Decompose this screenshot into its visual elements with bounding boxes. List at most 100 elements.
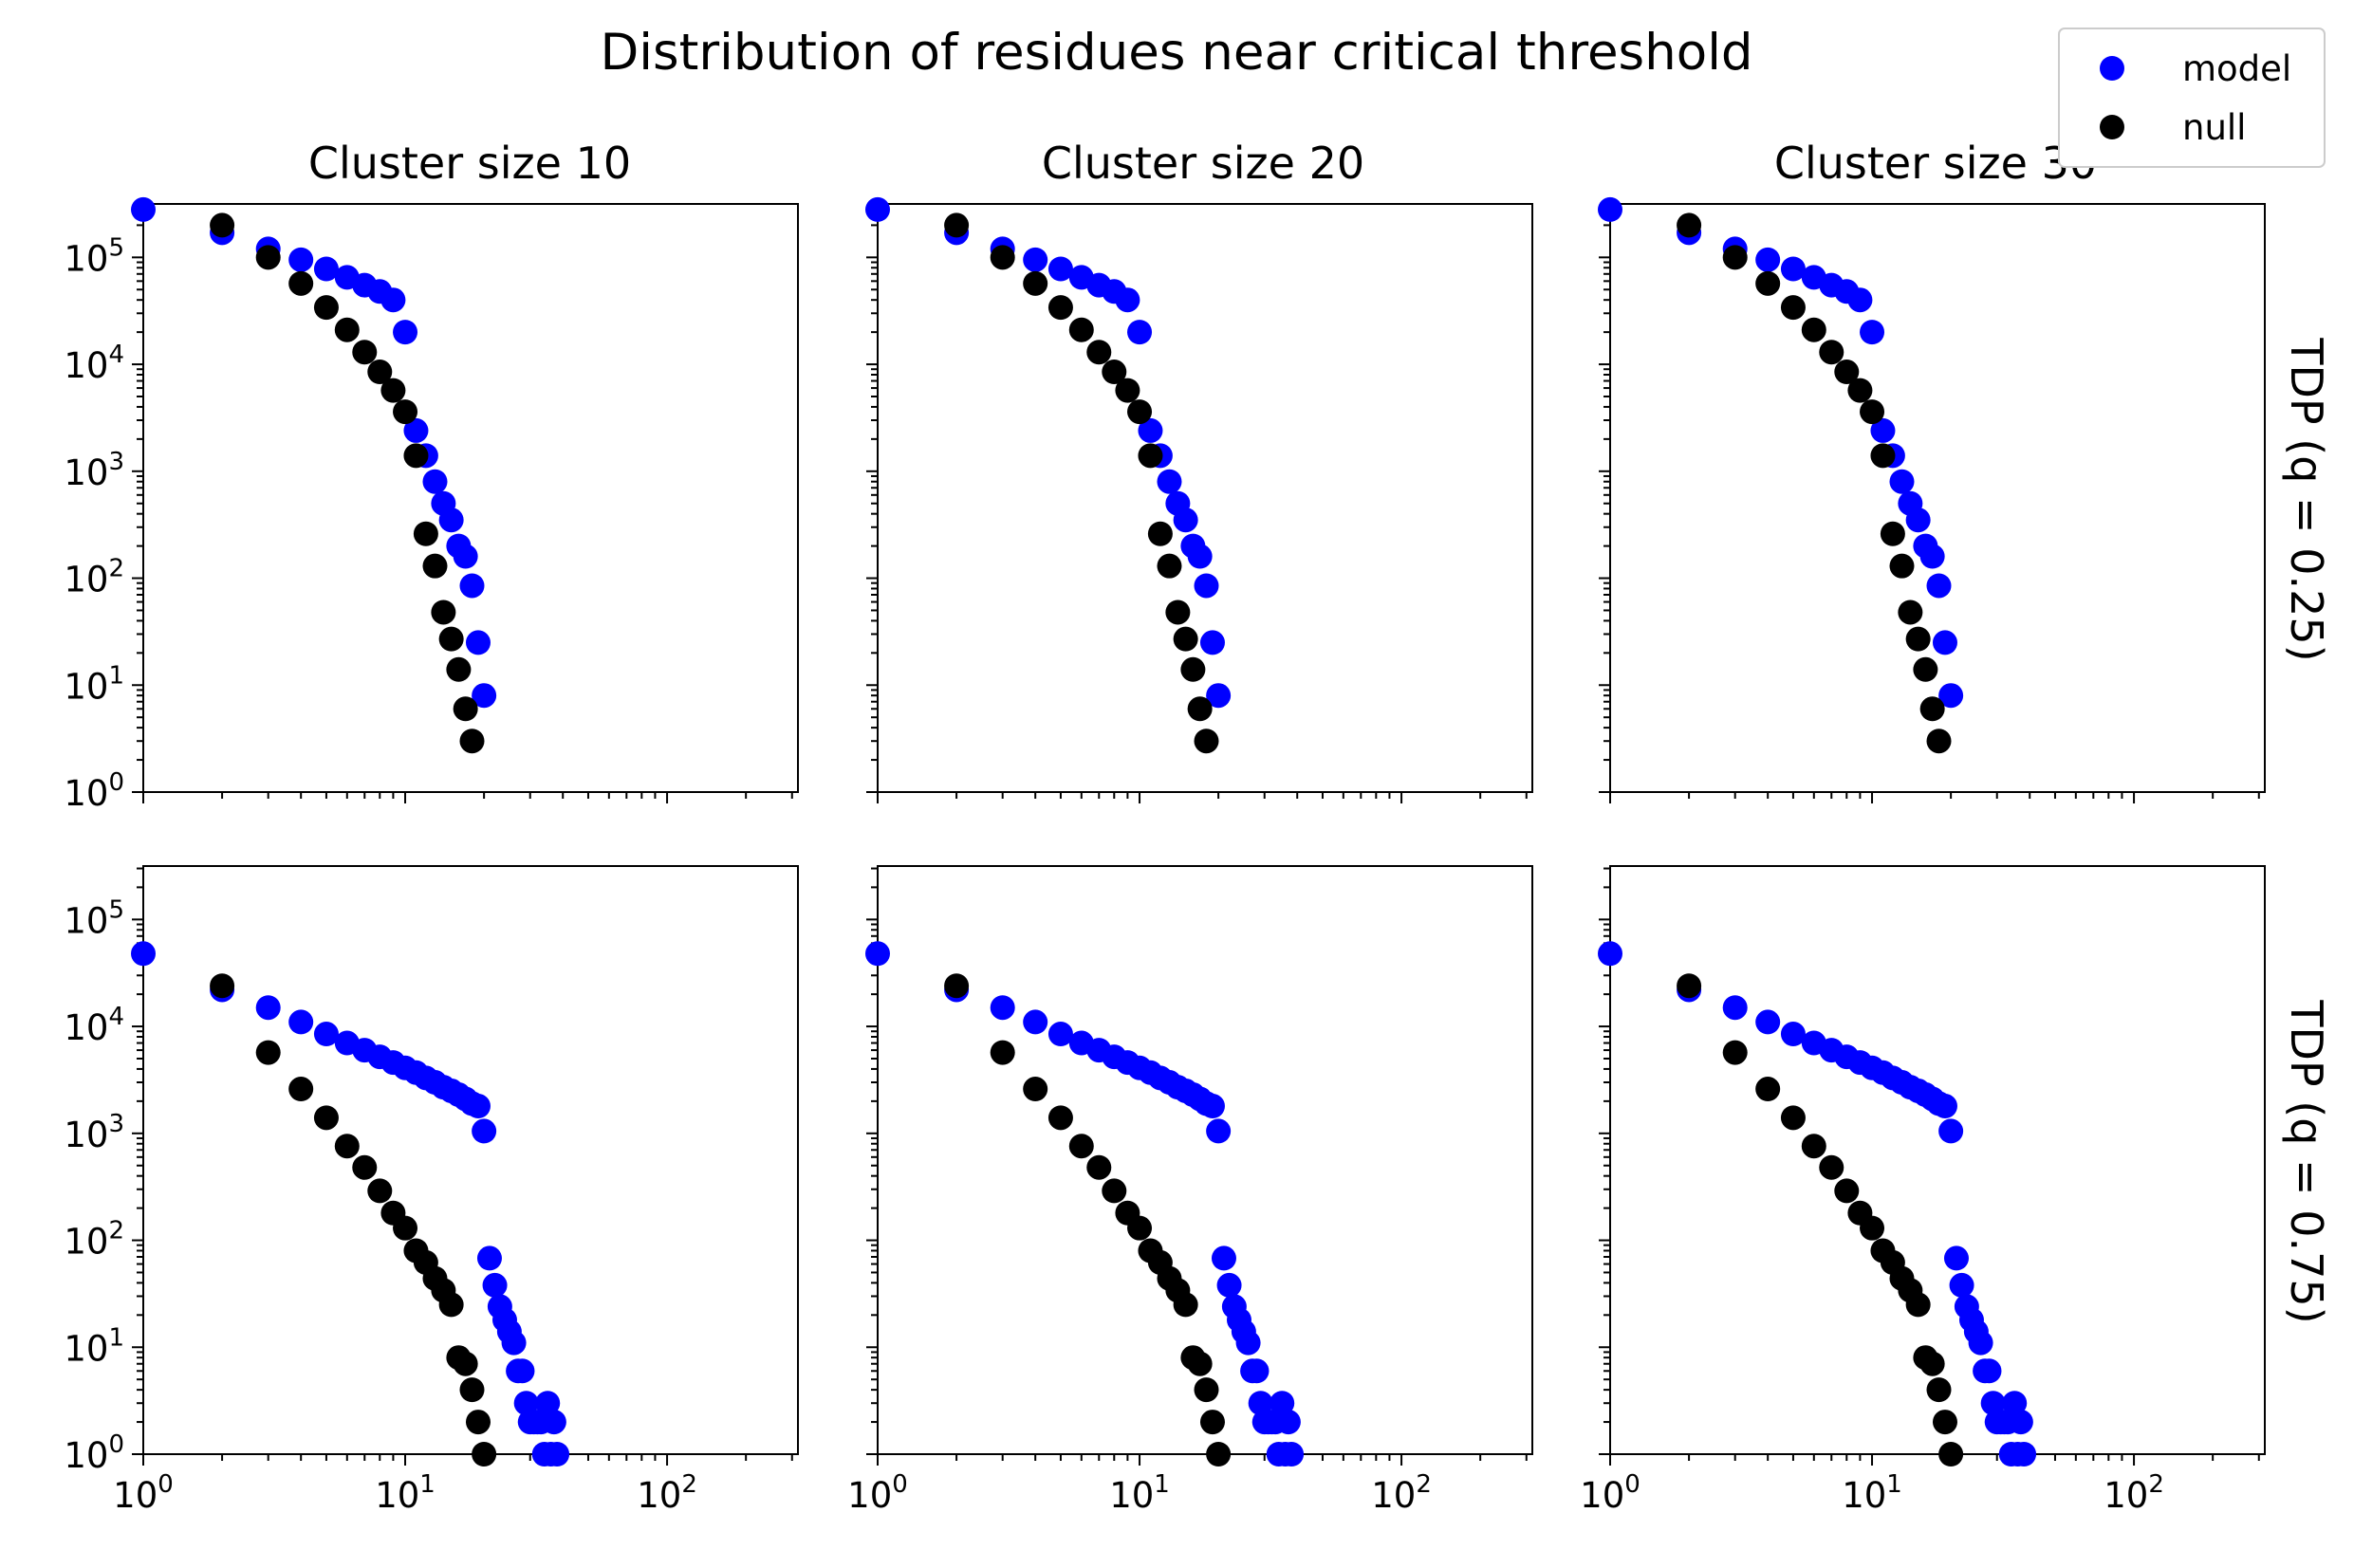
point-null bbox=[1860, 1215, 1885, 1241]
point-model bbox=[545, 1442, 570, 1467]
point-model bbox=[1938, 683, 1964, 709]
point-null bbox=[1102, 360, 1127, 385]
point-null bbox=[453, 696, 478, 722]
point-model bbox=[131, 941, 156, 967]
point-null bbox=[944, 212, 970, 238]
y-tick-label: 104 bbox=[64, 341, 124, 386]
point-model bbox=[472, 1118, 497, 1144]
point-null bbox=[1913, 656, 1938, 682]
point-model bbox=[1235, 1330, 1261, 1356]
point-null bbox=[1127, 1215, 1153, 1241]
legend-marker-null bbox=[2100, 115, 2124, 139]
point-model bbox=[1127, 320, 1153, 345]
point-model bbox=[541, 1410, 566, 1435]
point-model bbox=[472, 683, 497, 709]
point-null bbox=[1102, 1178, 1127, 1204]
point-model bbox=[1173, 507, 1198, 533]
point-null bbox=[944, 973, 970, 999]
point-null bbox=[352, 1154, 378, 1180]
point-model bbox=[1980, 1391, 2006, 1416]
data-points bbox=[865, 196, 1232, 754]
point-null bbox=[334, 317, 360, 342]
point-null bbox=[1889, 553, 1915, 579]
point-null bbox=[1819, 1154, 1844, 1180]
point-model bbox=[1860, 320, 1885, 345]
point-model bbox=[2011, 1442, 2037, 1467]
column-title-1: Cluster size 10 bbox=[308, 138, 631, 189]
point-null bbox=[1187, 1351, 1213, 1376]
point-model bbox=[1157, 469, 1182, 494]
point-null bbox=[1173, 626, 1198, 652]
point-null bbox=[313, 1105, 339, 1131]
point-model bbox=[465, 1094, 491, 1119]
legend-marker-model bbox=[2100, 56, 2124, 81]
point-model bbox=[380, 287, 406, 313]
point-null bbox=[1801, 317, 1826, 342]
point-null bbox=[1023, 1077, 1048, 1102]
point-model bbox=[1248, 1391, 1273, 1416]
point-model bbox=[393, 320, 418, 345]
point-model bbox=[313, 256, 339, 282]
point-null bbox=[990, 1040, 1015, 1065]
point-null bbox=[313, 295, 339, 321]
point-model bbox=[453, 544, 478, 569]
point-null bbox=[1780, 295, 1806, 321]
point-null bbox=[288, 270, 314, 296]
point-null bbox=[453, 1351, 478, 1376]
legend: model null bbox=[2058, 28, 2326, 168]
point-null bbox=[413, 521, 438, 546]
point-null bbox=[1932, 1410, 1957, 1435]
point-model bbox=[1968, 1330, 1993, 1356]
point-model bbox=[865, 196, 890, 222]
point-model bbox=[1919, 544, 1945, 569]
point-null bbox=[210, 973, 235, 999]
point-model bbox=[482, 1272, 508, 1298]
data-points bbox=[865, 941, 1305, 1467]
data-points bbox=[131, 941, 570, 1467]
point-model bbox=[1270, 1391, 1295, 1416]
point-null bbox=[459, 1377, 485, 1403]
point-model bbox=[2002, 1391, 2028, 1416]
point-null bbox=[288, 1077, 314, 1102]
panel-r1-c2 bbox=[865, 196, 1533, 803]
point-model bbox=[1870, 417, 1896, 443]
x-tick-label: 102 bbox=[2104, 1470, 2164, 1516]
point-null bbox=[1880, 521, 1905, 546]
y-tick-label: 104 bbox=[64, 1003, 124, 1048]
point-model bbox=[313, 1022, 339, 1047]
point-model bbox=[1194, 573, 1219, 599]
point-model bbox=[1755, 1009, 1781, 1035]
row-label-2: TDP (q = 0.75) bbox=[2281, 999, 2332, 1323]
point-null bbox=[1870, 443, 1896, 469]
point-null bbox=[438, 626, 464, 652]
point-model bbox=[288, 1009, 314, 1035]
point-null bbox=[1138, 443, 1163, 469]
data-points bbox=[131, 196, 497, 754]
point-null bbox=[1801, 1134, 1826, 1159]
panel-r2-c3: 100 101 102 bbox=[1580, 865, 2266, 1516]
point-model bbox=[1905, 507, 1931, 533]
point-null bbox=[1127, 399, 1153, 425]
point-null bbox=[1926, 729, 1952, 754]
point-model bbox=[1976, 1358, 2002, 1384]
point-model bbox=[1047, 256, 1073, 282]
point-model bbox=[255, 995, 281, 1021]
y-tick-label: 103 bbox=[64, 1110, 124, 1155]
x-tick-label: 101 bbox=[375, 1470, 436, 1516]
point-null bbox=[1677, 973, 1702, 999]
point-null bbox=[1206, 1442, 1232, 1467]
point-model bbox=[288, 247, 314, 272]
point-null bbox=[1047, 295, 1073, 321]
point-null bbox=[334, 1134, 360, 1159]
point-model bbox=[1199, 630, 1225, 655]
point-model bbox=[1047, 1022, 1073, 1047]
panel-r1-c1: 100 101 102 103 104 105 bbox=[64, 196, 799, 814]
point-model bbox=[422, 469, 448, 494]
point-model bbox=[1206, 1118, 1232, 1144]
point-null bbox=[255, 245, 281, 270]
point-model bbox=[1932, 1094, 1957, 1119]
point-null bbox=[1194, 729, 1219, 754]
point-null bbox=[422, 553, 448, 579]
point-model bbox=[1847, 287, 1873, 313]
